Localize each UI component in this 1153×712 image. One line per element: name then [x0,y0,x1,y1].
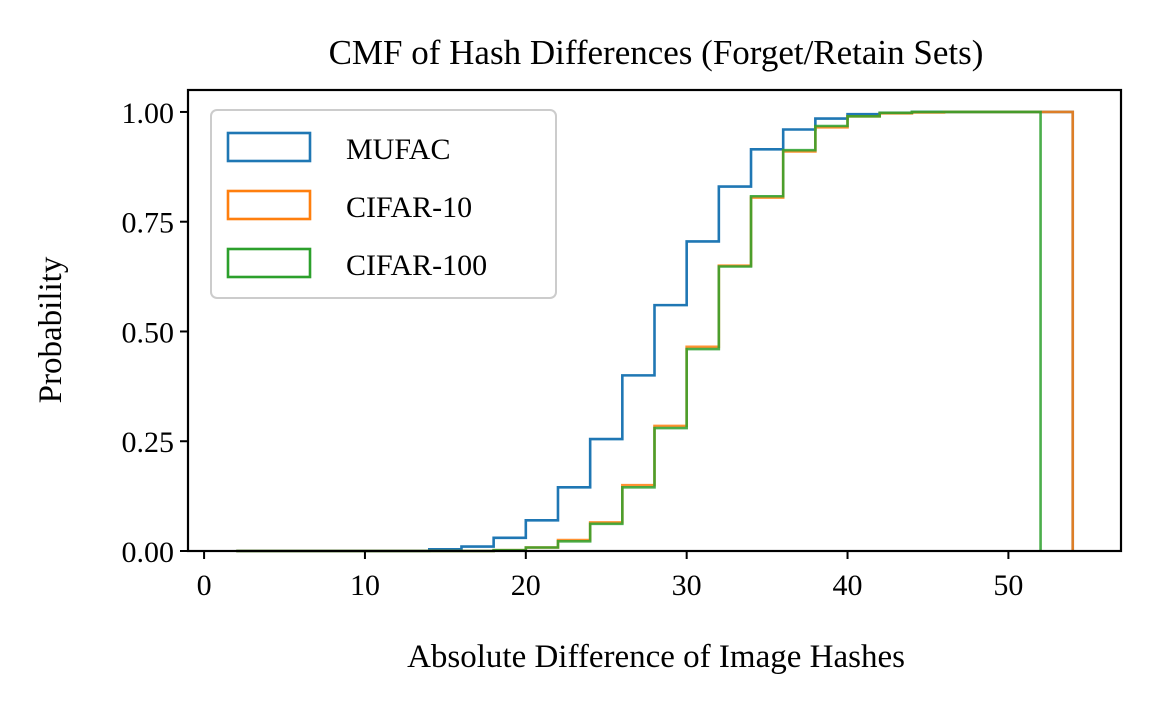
legend-swatch [226,131,312,163]
legend-label: CIFAR-10 [346,191,472,224]
legend-label: CIFAR-100 [346,249,487,282]
x-tick-label: 30 [672,569,702,602]
y-tick-label: 0.75 [122,207,175,240]
y-tick-label: 0.50 [122,316,175,349]
legend-box [210,109,557,299]
legend: MUFAC CIFAR-10 CIFAR-100 [210,109,557,299]
x-tick-label: 0 [197,569,212,602]
y-tick-label: 0.00 [122,536,175,569]
x-tick-label: 40 [833,569,863,602]
y-axis-label: Probability [33,256,69,403]
axes-frame [186,88,1123,553]
x-tick-label: 10 [350,569,380,602]
y-tick-label: 0.25 [122,426,175,459]
x-tick-label: 20 [511,569,541,602]
plot-area [186,88,1123,553]
y-tick-label: 1.00 [122,97,175,130]
legend-swatch [226,247,312,279]
legend-swatch [226,189,312,221]
legend-label: MUFAC [346,133,450,166]
x-axis-label: Absolute Difference of Image Hashes [407,639,905,675]
x-axis-ticks: 0 10 20 30 40 50 [197,551,1023,602]
chart-title: CMF of Hash Differences (Forget/Retain S… [329,33,984,72]
x-tick-label: 50 [993,569,1023,602]
y-axis-ticks: 0.00 0.25 0.50 0.75 1.00 [122,97,188,569]
